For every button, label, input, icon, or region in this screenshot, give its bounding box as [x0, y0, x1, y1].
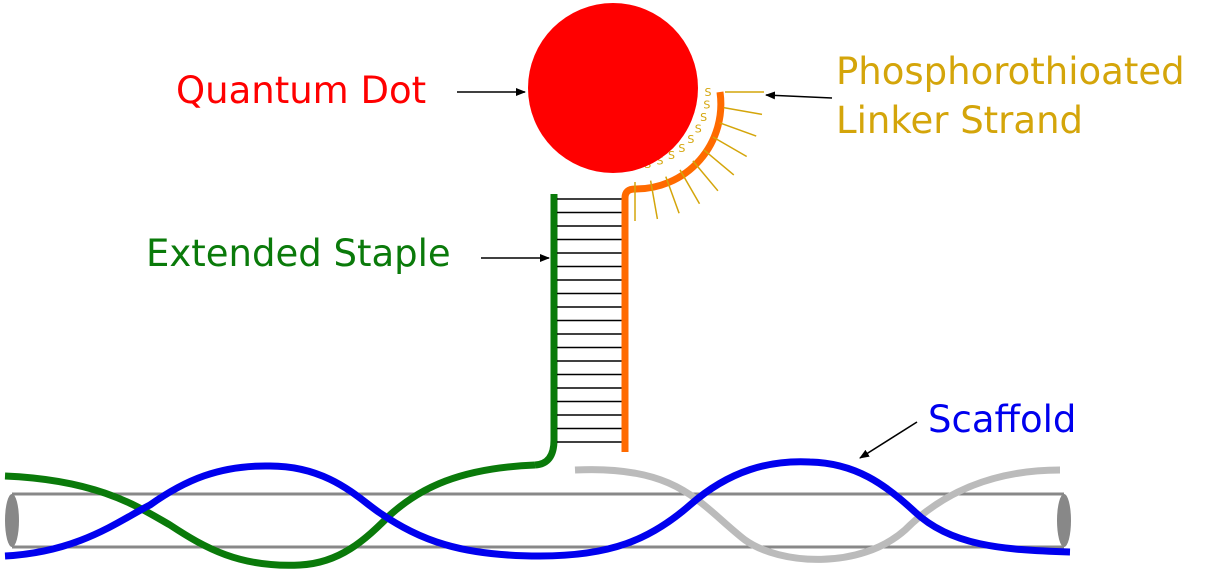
linker-label-line2: Linker Strand: [836, 99, 1083, 142]
extended-staple-strand: [534, 194, 558, 469]
phosphorothioate-tick: [649, 180, 659, 220]
sulfur-marker: S: [705, 86, 712, 99]
linker-label-line1: Phosphorothioated: [836, 50, 1185, 93]
scaffold-arrow: [859, 421, 918, 459]
sulfur-marker: S: [695, 123, 702, 136]
sulfur-marker: S: [703, 99, 710, 112]
tube-left-cap: [5, 494, 19, 547]
phosphorothioate-tick: [712, 136, 748, 158]
extended-staple-label: Extended Staple: [146, 232, 451, 275]
sulfur-marker: S: [700, 111, 707, 124]
scaffold-label: Scaffold: [928, 398, 1076, 441]
quantum-dot: [528, 3, 698, 173]
quantum-dot-label: Quantum Dot: [176, 69, 426, 112]
base-pair-rungs: [557, 198, 622, 443]
phosphorothioate-tick: [665, 176, 680, 214]
tube-right-cap: [1057, 494, 1071, 547]
phosphorothioate-tick: [692, 160, 719, 192]
linker-strand: [621, 91, 725, 452]
scaffold-strand: [4, 458, 1071, 560]
phosphorothioate-tick: [719, 122, 757, 137]
sulfur-marker: S: [687, 133, 694, 146]
phosphorothioate-ticks: [634, 91, 764, 221]
sulfur-marker: S: [668, 149, 675, 162]
phosphorothioate-tick: [679, 169, 701, 205]
staple-helix-strand: [4, 461, 536, 569]
phosphorothioate-tick: [703, 149, 735, 176]
sulfur-marker: S: [657, 155, 664, 168]
phosphorothioate-tick: [723, 106, 763, 116]
sulfur-marker: S: [678, 142, 685, 155]
linker-arrow: [765, 91, 833, 100]
scaffold-grey-strand: [574, 466, 1061, 563]
